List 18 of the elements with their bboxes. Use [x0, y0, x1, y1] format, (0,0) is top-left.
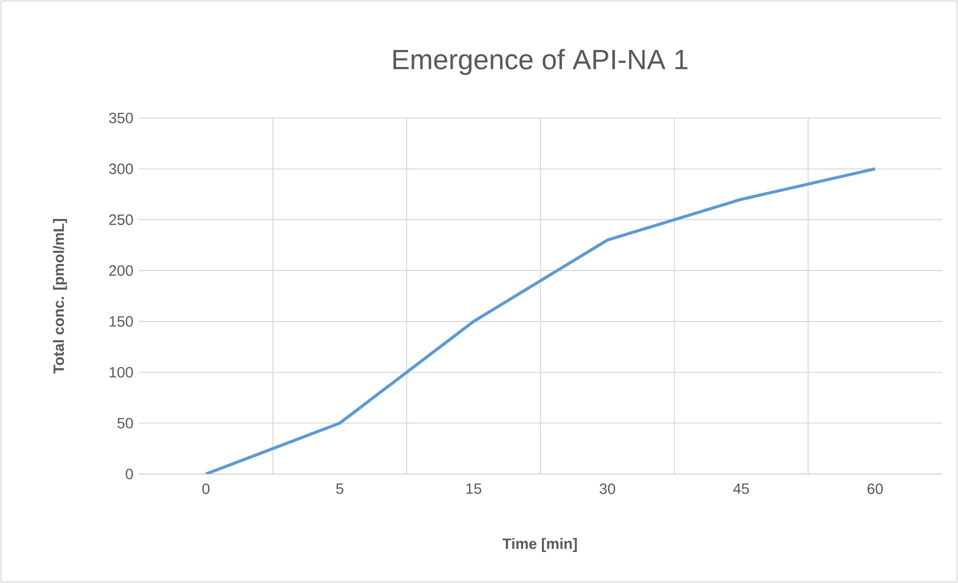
y-tick-label: 250 [109, 214, 133, 225]
chart-title: Emergence of API-NA 1 [393, 49, 688, 75]
y-axis-title: Total conc. [pmol/mL] [53, 219, 67, 374]
x-tick-label: 0 [202, 484, 210, 494]
x-tick-label: 30 [600, 484, 616, 494]
y-tick-label: 300 [109, 164, 133, 174]
x-tick-label: 15 [466, 484, 482, 494]
y-tick-label: 150 [110, 316, 133, 327]
x-tick-label: 60 [868, 484, 883, 494]
y-tick-label: 50 [117, 418, 133, 428]
x-tick-label: 45 [733, 484, 749, 494]
y-tick-label: 350 [109, 112, 133, 124]
y-tick-label: 100 [110, 366, 133, 378]
y-tick-label: 0 [126, 468, 133, 480]
line-series [204, 167, 877, 474]
x-tick-label: 5 [336, 484, 344, 494]
x-axis-title: Time [min] [502, 538, 577, 552]
y-tick-label: 200 [109, 265, 133, 276]
